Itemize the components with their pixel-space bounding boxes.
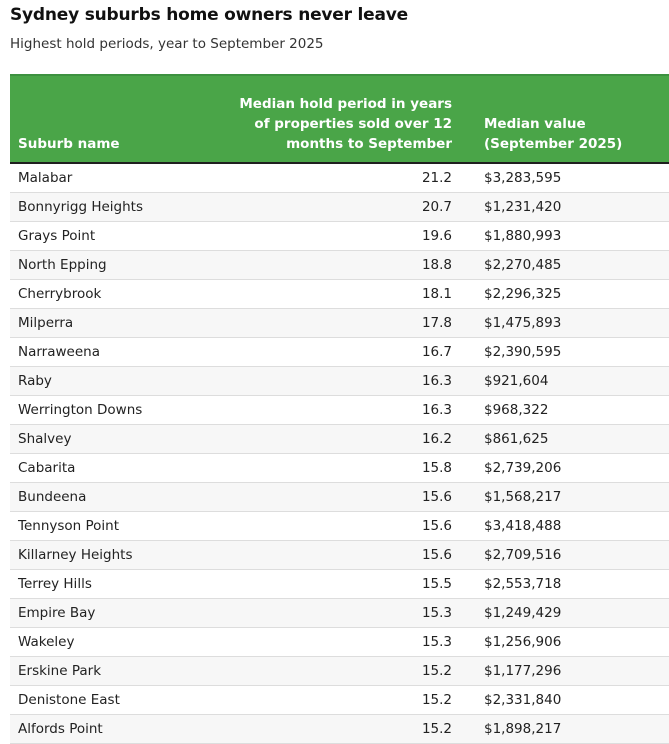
suburb-name-cell: Werrington Downs (10, 395, 231, 425)
suburb-name-cell: Milperra (10, 308, 231, 338)
table-row: Empire Bay 15.3 $1,249,429 (10, 598, 669, 628)
median-value-cell: $2,553,718 (466, 569, 669, 599)
table-row: Malabar 21.2 $3,283,595 (10, 163, 669, 193)
hold-period-cell: 15.6 (231, 511, 466, 541)
hold-period-cell: 15.2 (231, 714, 466, 744)
table-header: Suburb name Median hold period in years … (10, 75, 669, 164)
hold-period-cell: 15.2 (231, 685, 466, 715)
table-row: Bundeena 15.6 $1,568,217 (10, 482, 669, 512)
column-header-suburb[interactable]: Suburb name (10, 75, 231, 164)
hold-period-cell: 20.7 (231, 192, 466, 222)
median-value-cell: $1,249,429 (466, 598, 669, 628)
suburb-name-cell: Shalvey (10, 424, 231, 454)
data-table: Suburb name Median hold period in years … (10, 74, 669, 744)
median-value-cell: $1,880,993 (466, 221, 669, 251)
table-row: Werrington Downs 16.3 $968,322 (10, 395, 669, 425)
table-row: Erskine Park 15.2 $1,177,296 (10, 656, 669, 686)
table-row: Narraweena 16.7 $2,390,595 (10, 337, 669, 367)
table-row: North Epping 18.8 $2,270,485 (10, 250, 669, 280)
median-value-cell: $3,283,595 (466, 163, 669, 193)
table-row: Grays Point 19.6 $1,880,993 (10, 221, 669, 251)
median-value-cell: $3,418,488 (466, 511, 669, 541)
hold-period-cell: 17.8 (231, 308, 466, 338)
suburb-name-cell: Grays Point (10, 221, 231, 251)
hold-period-cell: 19.6 (231, 221, 466, 251)
column-header-median-value[interactable]: Median value (September 2025) (466, 75, 669, 164)
hold-period-cell: 15.3 (231, 627, 466, 657)
suburb-name-cell: Erskine Park (10, 656, 231, 686)
chart-title: Sydney suburbs home owners never leave (10, 5, 408, 25)
suburb-name-cell: Tennyson Point (10, 511, 231, 541)
median-value-cell: $2,331,840 (466, 685, 669, 715)
column-header-hold-period[interactable]: Median hold period in years of propertie… (231, 75, 466, 164)
suburb-name-cell: Terrey Hills (10, 569, 231, 599)
suburb-name-cell: Alfords Point (10, 714, 231, 744)
suburb-name-cell: Bonnyrigg Heights (10, 192, 231, 222)
table-body: Malabar 21.2 $3,283,595 Bonnyrigg Heights 20… (10, 163, 669, 744)
hold-period-cell: 15.5 (231, 569, 466, 599)
hold-period-cell: 18.8 (231, 250, 466, 280)
median-value-cell: $2,709,516 (466, 540, 669, 570)
table-row: Terrey Hills 15.5 $2,553,718 (10, 569, 669, 599)
median-value-cell: $2,390,595 (466, 337, 669, 367)
median-value-cell: $1,177,296 (466, 656, 669, 686)
median-value-cell: $1,231,420 (466, 192, 669, 222)
table-row: Raby 16.3 $921,604 (10, 366, 669, 396)
hold-period-cell: 15.8 (231, 453, 466, 483)
median-value-cell: $1,568,217 (466, 482, 669, 512)
suburb-name-cell: Empire Bay (10, 598, 231, 628)
median-value-cell: $1,475,893 (466, 308, 669, 338)
median-value-cell: $1,256,906 (466, 627, 669, 657)
suburb-name-cell: Narraweena (10, 337, 231, 367)
table-row: Milperra 17.8 $1,475,893 (10, 308, 669, 338)
hold-period-cell: 15.3 (231, 598, 466, 628)
suburb-name-cell: Denistone East (10, 685, 231, 715)
median-value-cell: $968,322 (466, 395, 669, 425)
median-value-cell: $2,296,325 (466, 279, 669, 309)
table-row: Killarney Heights 15.6 $2,709,516 (10, 540, 669, 570)
hold-period-cell: 16.3 (231, 395, 466, 425)
header-row: Suburb name Median hold period in years … (10, 75, 669, 164)
table-row: Alfords Point 15.2 $1,898,217 (10, 714, 669, 744)
table-row: Shalvey 16.2 $861,625 (10, 424, 669, 454)
median-value-cell: $921,604 (466, 366, 669, 396)
suburb-name-cell: Cabarita (10, 453, 231, 483)
median-value-cell: $1,898,217 (466, 714, 669, 744)
table-row: Cabarita 15.8 $2,739,206 (10, 453, 669, 483)
suburb-name-cell: Raby (10, 366, 231, 396)
median-value-cell: $2,739,206 (466, 453, 669, 483)
table-row: Tennyson Point 15.6 $3,418,488 (10, 511, 669, 541)
table-row: Denistone East 15.2 $2,331,840 (10, 685, 669, 715)
table-row: Cherrybrook 18.1 $2,296,325 (10, 279, 669, 309)
median-value-cell: $861,625 (466, 424, 669, 454)
suburb-name-cell: Killarney Heights (10, 540, 231, 570)
suburb-name-cell: Bundeena (10, 482, 231, 512)
table-row: Bonnyrigg Heights 20.7 $1,231,420 (10, 192, 669, 222)
suburb-name-cell: Wakeley (10, 627, 231, 657)
hold-period-cell: 15.6 (231, 482, 466, 512)
chart-subtitle: Highest hold periods, year to September … (10, 36, 324, 52)
hold-period-cell: 16.7 (231, 337, 466, 367)
suburb-name-cell: Cherrybrook (10, 279, 231, 309)
suburb-name-cell: Malabar (10, 163, 231, 193)
table-row: Wakeley 15.3 $1,256,906 (10, 627, 669, 657)
hold-period-cell: 21.2 (231, 163, 466, 193)
hold-period-cell: 16.2 (231, 424, 466, 454)
hold-period-cell: 15.2 (231, 656, 466, 686)
median-value-cell: $2,270,485 (466, 250, 669, 280)
hold-period-cell: 15.6 (231, 540, 466, 570)
hold-period-cell: 18.1 (231, 279, 466, 309)
suburb-name-cell: North Epping (10, 250, 231, 280)
hold-period-cell: 16.3 (231, 366, 466, 396)
